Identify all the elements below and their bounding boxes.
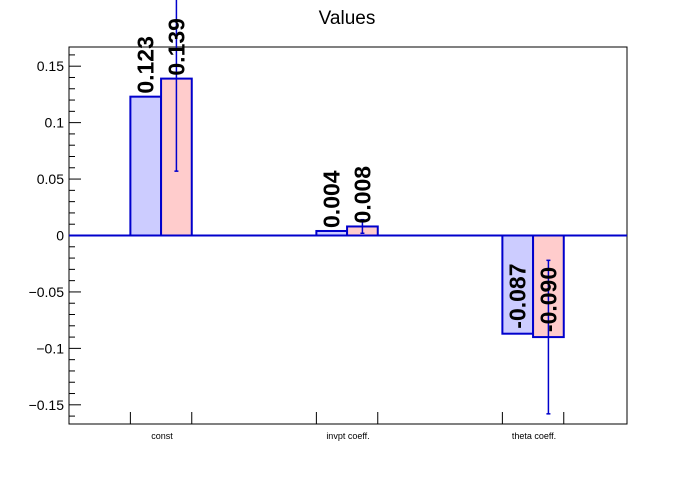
plot-area: −0.15 −0.1 −0.05 0 0.05 0.1 0.15 const invpt coe… [29, 0, 628, 441]
y-tick-label: −0.15 [29, 397, 65, 413]
data-label: -0.087 [505, 263, 531, 328]
data-label: 0.139 [163, 18, 189, 76]
x-category-label: const [151, 431, 173, 441]
data-label: -0.090 [535, 267, 561, 332]
y-tick-label: 0.15 [37, 58, 64, 74]
y-tick-label: −0.05 [29, 284, 65, 300]
y-tick-label: 0.05 [37, 171, 64, 187]
data-label: 0.004 [319, 170, 345, 228]
data-label: 0.008 [349, 166, 375, 224]
y-tick-label: 0 [56, 228, 64, 244]
y-tick-label: 0.1 [45, 115, 65, 131]
data-label: 0.123 [133, 36, 159, 94]
y-tick-label: −0.1 [36, 340, 64, 356]
x-category-label: theta coeff. [512, 431, 556, 441]
bar [129, 95, 163, 237]
x-category-label: invpt coeff. [326, 431, 369, 441]
chart-title: Values [319, 8, 376, 29]
